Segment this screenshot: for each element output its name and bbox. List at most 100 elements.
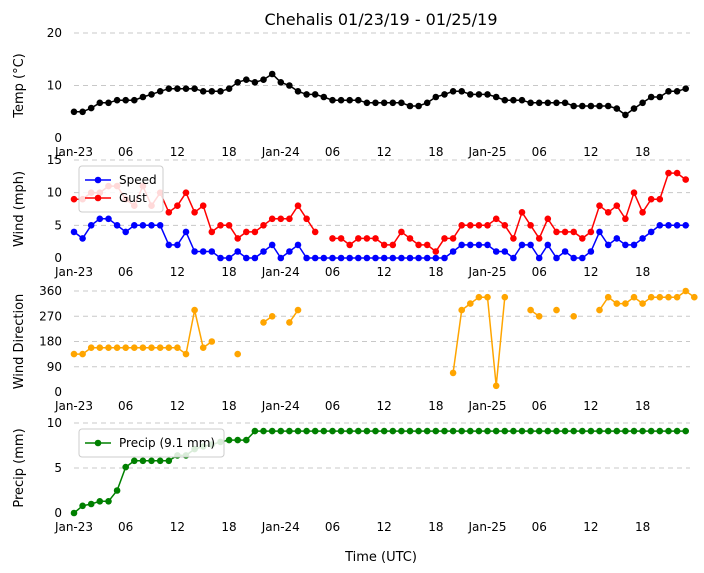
data-point — [139, 222, 147, 229]
data-point — [458, 241, 466, 249]
data-point — [156, 222, 164, 229]
data-point — [449, 88, 457, 95]
x-tick-label: 12 — [170, 520, 185, 534]
data-point — [475, 222, 483, 229]
data-point — [277, 79, 285, 86]
data-point — [311, 254, 319, 262]
data-point — [105, 99, 112, 107]
data-point — [458, 427, 466, 435]
y-tick-label: 90 — [47, 360, 62, 374]
data-point — [389, 427, 397, 435]
data-point — [561, 248, 569, 255]
data-point — [682, 287, 689, 295]
precipitation-panel: 0 5 10 Precip (mm) Jan-23 06 12 18 Jan-24 06 12 18 J… — [12, 416, 690, 534]
data-point — [492, 427, 500, 435]
legend-swatch-marker — [94, 439, 102, 447]
data-point — [492, 382, 500, 390]
series-line — [598, 290, 695, 311]
y-tick-label: 180 — [39, 335, 62, 349]
y-tick-label: 10 — [47, 79, 62, 93]
data-point — [363, 235, 371, 242]
data-point — [604, 293, 612, 301]
data-point — [630, 293, 638, 301]
data-point — [277, 254, 285, 262]
data-point — [380, 427, 388, 435]
data-point — [570, 427, 577, 435]
data-point — [346, 427, 354, 435]
data-point — [208, 248, 216, 255]
x-tick-label: Jan-23 — [54, 145, 93, 159]
data-point — [346, 254, 354, 262]
data-point — [441, 91, 448, 98]
data-point — [174, 85, 181, 92]
x-tick-label: 06 — [118, 265, 133, 279]
data-point — [587, 102, 595, 110]
data-point — [131, 344, 138, 352]
y-tick-label: 10 — [47, 186, 62, 200]
data-point — [139, 93, 147, 101]
data-point — [406, 427, 414, 435]
data-point — [665, 293, 672, 301]
data-point — [389, 254, 397, 262]
data-point — [613, 427, 621, 435]
data-point — [561, 427, 569, 435]
data-point — [148, 457, 155, 465]
data-point — [355, 235, 362, 242]
data-point — [191, 306, 198, 314]
series-line — [74, 73, 686, 116]
data-point — [406, 235, 414, 242]
data-point — [96, 344, 104, 352]
legend-label: Gust — [119, 191, 147, 205]
x-tick-label: 18 — [428, 399, 443, 413]
legend-swatch-marker — [94, 176, 102, 184]
x-tick-label: 12 — [583, 399, 598, 413]
data-point — [165, 457, 173, 465]
data-point — [596, 102, 603, 110]
y-axis-label: Temp (°C) — [12, 53, 27, 119]
x-tick-label: 18 — [221, 399, 236, 413]
data-point — [243, 76, 250, 83]
x-tick-label: Jan-24 — [261, 399, 300, 413]
data-point — [320, 93, 328, 101]
series-precip-9-1-mm — [70, 427, 689, 517]
data-point — [260, 222, 267, 229]
data-point — [294, 427, 302, 435]
data-point — [156, 344, 164, 352]
data-point — [389, 99, 397, 107]
data-point — [148, 91, 155, 98]
data-point — [604, 102, 612, 110]
data-point — [165, 209, 173, 216]
data-point — [415, 241, 422, 249]
data-point — [87, 500, 95, 508]
data-point — [510, 96, 517, 104]
data-point — [501, 427, 509, 435]
x-tick-label: 12 — [583, 145, 598, 159]
data-point — [544, 427, 552, 435]
data-point — [337, 254, 345, 262]
data-point — [613, 202, 621, 209]
data-point — [70, 108, 78, 116]
data-point — [639, 427, 646, 435]
data-point — [518, 241, 526, 249]
data-point — [199, 202, 207, 209]
data-point — [570, 313, 577, 320]
data-point — [570, 102, 577, 110]
data-point — [432, 254, 440, 262]
data-point — [527, 306, 534, 314]
data-point — [389, 241, 397, 249]
data-point — [673, 169, 681, 177]
data-point — [225, 436, 233, 444]
data-point — [174, 241, 181, 249]
data-point — [622, 241, 629, 249]
x-tick-label: 12 — [583, 265, 598, 279]
data-point — [380, 254, 388, 262]
data-point — [406, 254, 414, 262]
data-point — [467, 222, 474, 229]
x-tick-label: 06 — [532, 520, 547, 534]
data-point — [492, 248, 500, 255]
data-point — [432, 248, 440, 255]
data-point — [380, 241, 388, 249]
x-tick-label: 12 — [170, 399, 185, 413]
x-tick-label: 18 — [428, 520, 443, 534]
data-point — [682, 427, 689, 435]
